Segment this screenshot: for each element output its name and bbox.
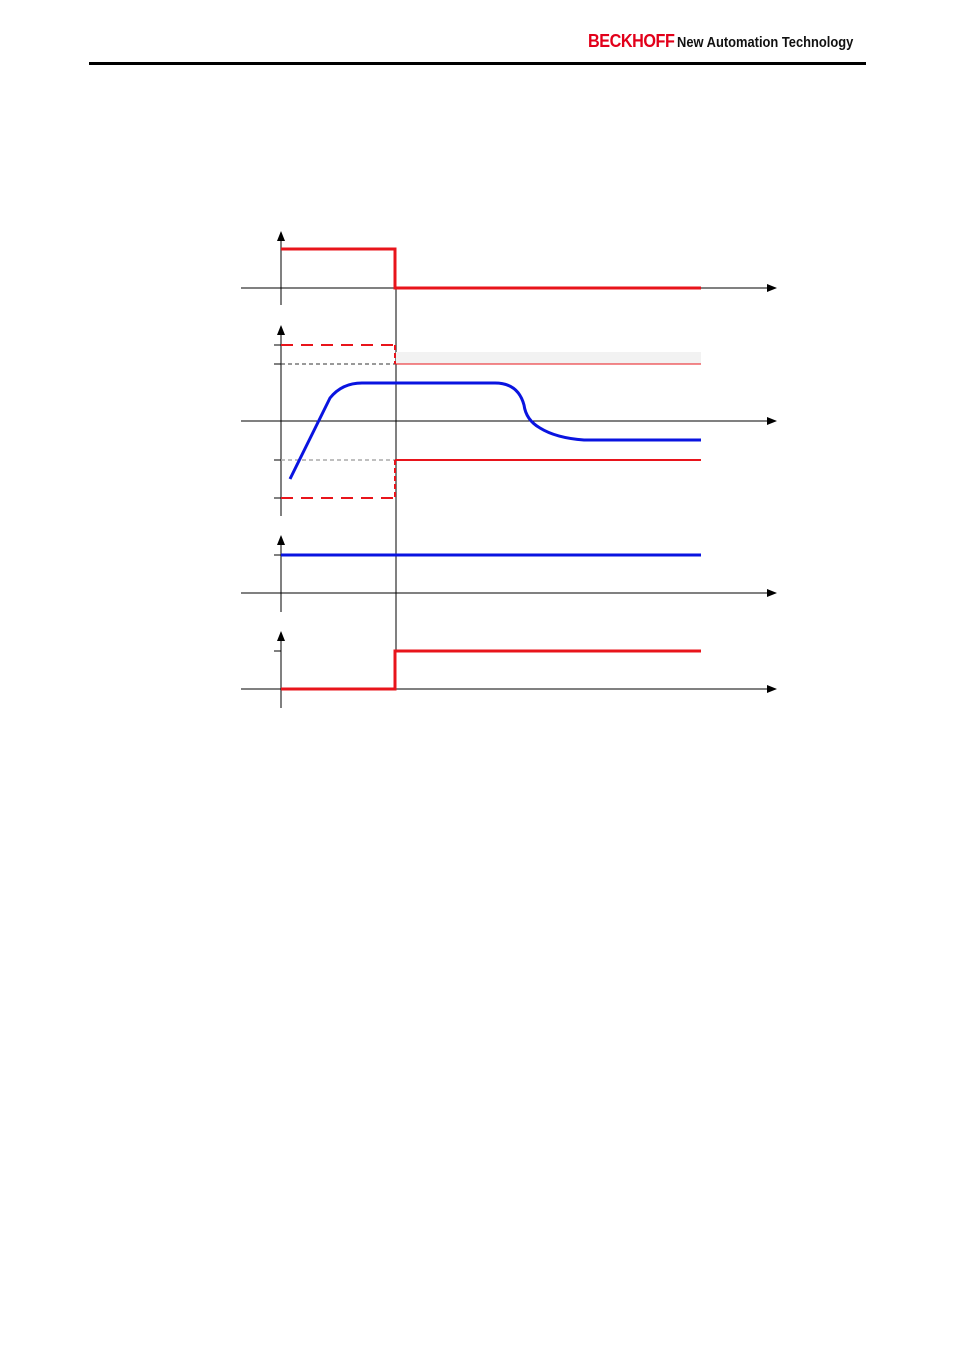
tagline: New Automation Technology [677, 34, 854, 51]
header-rule [89, 62, 866, 65]
band [396, 352, 701, 364]
axes [241, 231, 777, 708]
signals [281, 247, 701, 691]
brand: BECKHOFF [588, 31, 675, 51]
